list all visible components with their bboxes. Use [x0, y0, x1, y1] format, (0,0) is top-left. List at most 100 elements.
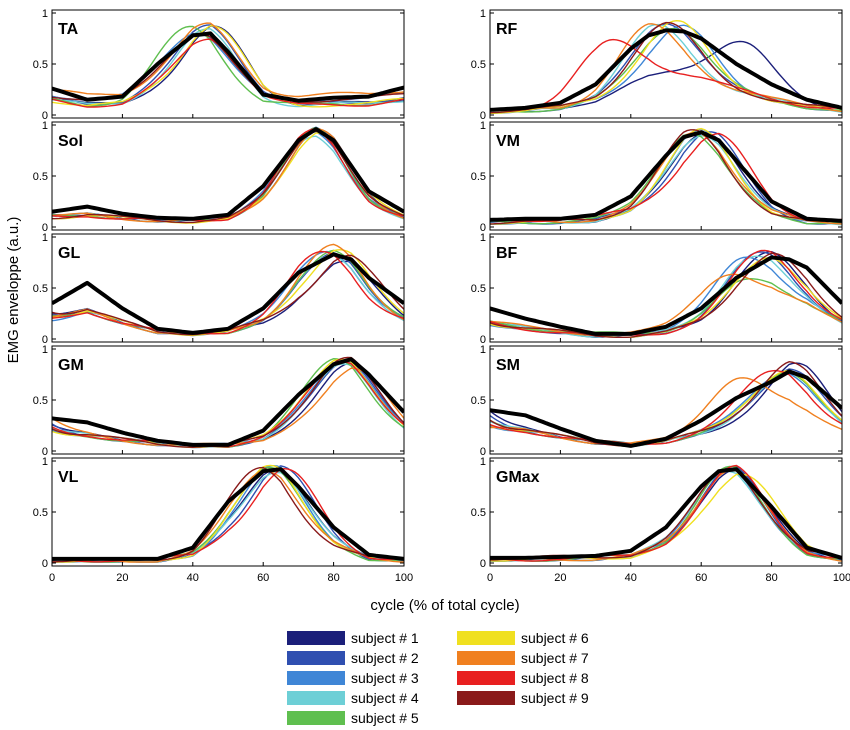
series-line-gm-subject-5	[52, 357, 404, 449]
panel-rf: RF 0 0.5 1	[471, 8, 843, 122]
x-tick-label-vl: 60	[257, 572, 269, 584]
series-line-gmax-subject-1	[490, 468, 842, 562]
legend-label-3: subject # 3	[351, 670, 419, 686]
mean-line-bf	[490, 255, 842, 336]
legend: subject # 1 subject # 2 subject # 3 subj…	[287, 628, 627, 730]
panel-title-ta: TA	[58, 21, 79, 38]
panel-gl: GL 0 0.5 1	[33, 232, 405, 346]
series-line-ta-subject-7	[52, 22, 404, 98]
panel-title-gmax: GMax	[496, 469, 540, 486]
legend-swatch-7	[457, 651, 515, 665]
series-line-sol-subject-5	[52, 126, 404, 221]
panel-title-rf: RF	[496, 21, 518, 38]
legend-label-6: subject # 6	[521, 630, 589, 646]
y-tick-label-vm: 1	[480, 120, 486, 132]
series-line-sm-subject-7	[490, 377, 842, 445]
y-tick-label-gmax: 1	[480, 456, 486, 468]
x-tick-label-vl: 0	[49, 572, 55, 584]
y-tick-label-bf: 0.5	[471, 283, 486, 295]
y-tick-label-rf: 0	[480, 110, 486, 122]
panel-vm: VM 0 0.5 1	[471, 120, 843, 234]
legend-item-subject-2: subject # 2	[287, 648, 419, 668]
y-tick-label-bf: 0	[480, 334, 486, 346]
x-tick-label-gmax: 80	[765, 572, 777, 584]
legend-label-9: subject # 9	[521, 690, 589, 706]
y-tick-label-sol: 0.5	[33, 171, 48, 183]
series-line-sol-subject-9	[52, 130, 404, 224]
y-axis-label: EMG enveloppe (a.u.)	[5, 217, 22, 364]
x-tick-label-vl: 100	[395, 572, 413, 584]
panel-title-vl: VL	[58, 469, 79, 486]
legend-item-subject-7: subject # 7	[457, 648, 589, 668]
series-line-rf-subject-5	[490, 27, 842, 113]
y-tick-label-bf: 1	[480, 232, 486, 244]
panel-title-sm: SM	[496, 357, 520, 374]
series-line-gm-subject-8	[52, 360, 404, 448]
x-tick-label-gmax: 0	[487, 572, 493, 584]
panel-gm: GM 0 0.5 1	[33, 344, 405, 458]
y-tick-label-vm: 0.5	[471, 171, 486, 183]
series-line-gm-subject-2	[52, 360, 404, 448]
series-line-bf-subject-9	[490, 252, 842, 338]
legend-item-subject-3: subject # 3	[287, 668, 419, 688]
series-line-gm-subject-7	[52, 367, 404, 446]
y-tick-label-vl: 1	[42, 456, 48, 468]
series-line-gmax-subject-5	[490, 465, 842, 562]
legend-label-8: subject # 8	[521, 670, 589, 686]
series-line-gmax-subject-8	[490, 464, 842, 562]
panels-group: TA00.51RF00.51Sol00.51VM00.51GL00.51BF00…	[33, 8, 850, 584]
mean-line-gm	[52, 357, 404, 447]
series-line-gl-subject-5	[52, 249, 404, 335]
legend-item-subject-6: subject # 6	[457, 628, 589, 648]
series-line-gmax-subject-7	[490, 468, 842, 562]
series-line-gl-subject-8	[52, 250, 404, 335]
mean-line-gl	[52, 252, 404, 335]
panel-title-vm: VM	[496, 133, 520, 150]
x-tick-label-vl: 80	[327, 572, 339, 584]
panel-sol: Sol 0 0.5 1	[33, 120, 405, 234]
x-tick-label-gmax: 40	[625, 572, 637, 584]
legend-label-5: subject # 5	[351, 710, 419, 726]
legend-swatch-3	[287, 671, 345, 685]
legend-swatch-9	[457, 691, 515, 705]
panel-title-gm: GM	[58, 357, 84, 374]
mean-line-sm	[490, 369, 842, 448]
mean-line-vl	[52, 467, 404, 561]
series-line-rf-subject-8	[490, 38, 842, 111]
mean-line-ta	[52, 31, 404, 103]
y-tick-label-sm: 0.5	[471, 395, 486, 407]
y-tick-label-sol: 0	[42, 222, 48, 234]
series-line-gm-subject-4	[52, 363, 404, 447]
series-line-gm-subject-9	[52, 356, 404, 449]
legend-item-subject-9: subject # 9	[457, 688, 589, 708]
x-tick-label-gmax: 20	[554, 572, 566, 584]
series-line-gmax-subject-3	[490, 468, 842, 562]
legend-item-subject-8: subject # 8	[457, 668, 589, 688]
x-tick-label-vl: 40	[187, 572, 199, 584]
x-axis-label: cycle (% of total cycle)	[370, 597, 519, 614]
series-line-vm-subject-8	[490, 132, 842, 223]
series-line-bf-subject-8	[490, 249, 842, 336]
y-tick-label-vm: 0	[480, 222, 486, 234]
y-tick-label-vl: 0	[42, 558, 48, 570]
panel-title-sol: Sol	[58, 133, 83, 150]
legend-swatch-4	[287, 691, 345, 705]
panel-title-gl: GL	[58, 245, 80, 262]
legend-swatch-1	[287, 631, 345, 645]
panel-sm: SM 0 0.5 1	[471, 344, 843, 458]
legend-label-2: subject # 2	[351, 650, 419, 666]
legend-item-subject-5: subject # 5	[287, 708, 419, 728]
panel-gmax: GMax 0 0.5 1 0 20 40 60 80 100	[471, 456, 850, 584]
x-tick-label-vl: 20	[116, 572, 128, 584]
y-tick-label-gl: 1	[42, 232, 48, 244]
y-tick-label-gmax: 0	[480, 558, 486, 570]
emg-figure: EMG enveloppe (a.u.) cycle (% of total c…	[5, 8, 850, 614]
legend-label-1: subject # 1	[351, 630, 419, 646]
series-line-gmax-subject-2	[490, 465, 842, 562]
legend-swatch-8	[457, 671, 515, 685]
series-line-gl-subject-2	[52, 252, 404, 334]
y-tick-label-sol: 1	[42, 120, 48, 132]
panel-title-bf: BF	[496, 245, 518, 262]
series-line-rf-subject-2	[490, 22, 842, 113]
legend-label-7: subject # 7	[521, 650, 589, 666]
